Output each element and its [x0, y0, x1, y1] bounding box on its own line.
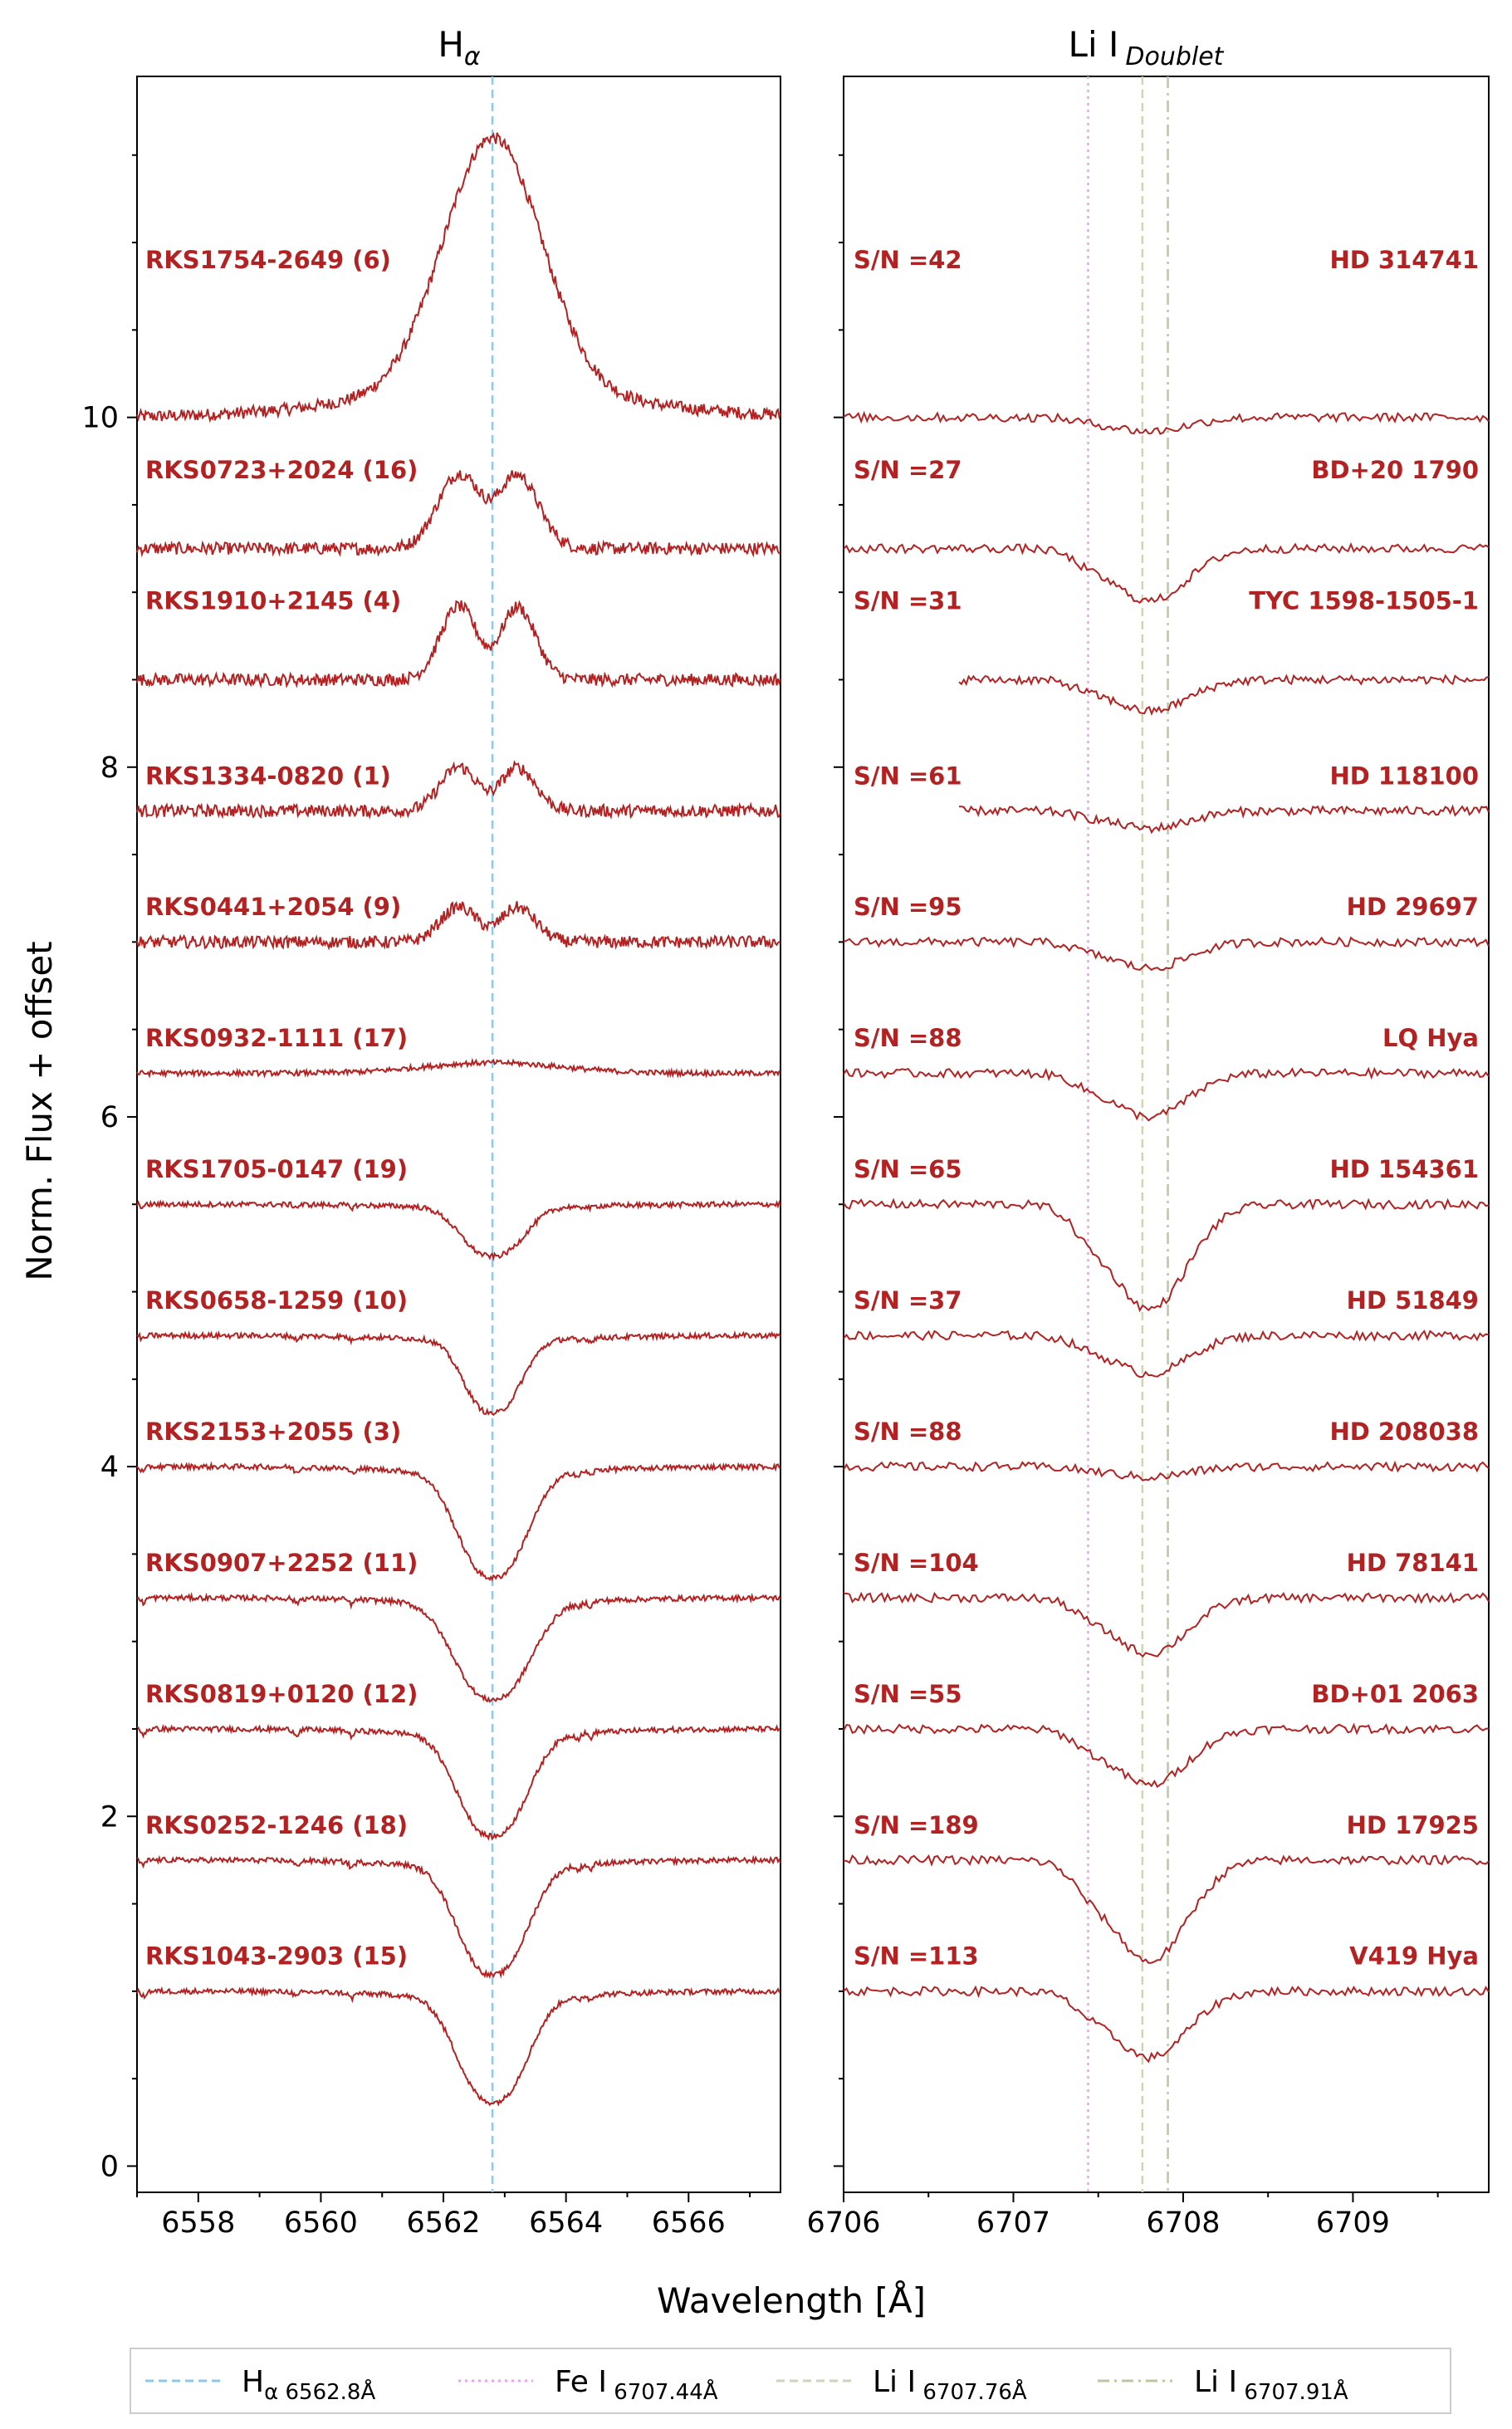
- snr-label: S/N =27: [854, 456, 962, 484]
- x-tick-label: 6560: [284, 2206, 358, 2240]
- spectrum-line: [843, 1591, 1490, 1658]
- spectrum-line: [136, 901, 781, 951]
- spectrum-line: [958, 673, 1490, 717]
- snr-label: S/N =61: [854, 762, 962, 790]
- snr-label: S/N =31: [854, 587, 962, 615]
- star-id-label: RKS0658-1259 (10): [145, 1286, 408, 1315]
- x-tick-label: 6558: [161, 2206, 235, 2240]
- snr-label: S/N =88: [854, 1024, 962, 1052]
- snr-label: S/N =37: [854, 1286, 962, 1315]
- spectrum-line: [843, 936, 1490, 972]
- star-id-label: RKS0819+0120 (12): [145, 1680, 418, 1708]
- legend: Hα 6562.8Å Fe I 6707.44Å Li I 6707.76Å Li I…: [130, 2348, 1451, 2414]
- snr-label: S/N =42: [854, 246, 962, 274]
- spectrum-line: [843, 1854, 1490, 1964]
- spectrum-line: [136, 1591, 781, 1703]
- spectrum-line: [136, 1461, 781, 1582]
- legend-label: Li I 6707.91Å: [1194, 2365, 1348, 2405]
- star-id-label: RKS1334-0820 (1): [145, 762, 391, 790]
- left-panel-title: Hα: [438, 24, 481, 71]
- y-tick-label: 6: [100, 1101, 119, 1134]
- y-tick-label: 4: [100, 1451, 119, 1484]
- spectrum-line: [136, 1199, 781, 1262]
- star-name-label: HD 118100: [1329, 762, 1479, 790]
- star-name-label: V419 Hya: [1349, 1942, 1479, 1971]
- star-id-label: RKS0252-1246 (18): [145, 1811, 408, 1839]
- spectrum-line: [136, 600, 781, 689]
- right-panel-title: Li I Doublet: [1069, 24, 1225, 71]
- legend-label: Li I 6707.76Å: [873, 2365, 1027, 2405]
- star-id-label: RKS0723+2024 (16): [145, 456, 418, 484]
- star-name-label: HD 51849: [1347, 1286, 1479, 1315]
- y-tick-label: 10: [81, 402, 119, 435]
- spectrum-line: [843, 1066, 1490, 1122]
- spectrum-line: [843, 541, 1490, 605]
- x-tick-label: 6564: [529, 2206, 603, 2240]
- spectrum-line: [843, 1722, 1490, 1789]
- star-name-label: BD+01 2063: [1311, 1680, 1479, 1708]
- x-tick-label: 6707: [976, 2206, 1050, 2240]
- spectrum-line: [843, 1197, 1490, 1313]
- star-name-label: BD+20 1790: [1311, 456, 1479, 484]
- x-tick-label: 6706: [806, 2206, 880, 2240]
- star-name-label: HD 78141: [1347, 1549, 1479, 1577]
- snr-label: S/N =189: [854, 1811, 979, 1839]
- star-id-label: RKS0907+2252 (11): [145, 1549, 418, 1577]
- halpha-panel: 6558 6560 6562 6564 6566 0 2 4 6 8 10 RKS1754-2649 …: [81, 76, 781, 2240]
- spectrum-line: [843, 410, 1490, 435]
- spectrum-line: [136, 1330, 781, 1417]
- star-name-label: HD 208038: [1329, 1418, 1479, 1446]
- star-name-label: HD 154361: [1329, 1155, 1479, 1183]
- x-tick-label: 6709: [1316, 2206, 1390, 2240]
- snr-label: S/N =55: [854, 1680, 962, 1708]
- spectrum-line: [136, 470, 781, 558]
- legend-label: Hα 6562.8Å: [242, 2365, 375, 2405]
- star-name-label: HD 314741: [1329, 246, 1479, 274]
- plot-frame: [136, 76, 781, 2193]
- snr-label: S/N =113: [854, 1942, 979, 1971]
- star-name-label: LQ Hya: [1382, 1024, 1479, 1052]
- star-id-label: RKS2153+2055 (3): [145, 1418, 401, 1446]
- snr-label: S/N =95: [854, 893, 962, 921]
- legend-label: Fe I 6707.44Å: [555, 2365, 718, 2405]
- spectrum-line: [136, 1723, 781, 1841]
- spectrum-line: [136, 760, 781, 820]
- star-id-label: RKS0932-1111 (17): [145, 1024, 408, 1052]
- plot-frame: [843, 76, 1490, 2193]
- star-id-label: RKS1043-2903 (15): [145, 1942, 408, 1971]
- snr-label: S/N =88: [854, 1418, 962, 1446]
- spectrum-line: [843, 1330, 1490, 1379]
- snr-label: S/N =104: [854, 1549, 979, 1577]
- y-tick-label: 8: [100, 752, 119, 785]
- star-id-label: RKS0441+2054 (9): [145, 893, 401, 921]
- snr-label: S/N =65: [854, 1155, 962, 1183]
- lithium-panel: 6706 6707 6708 6709 S/N =42 HD 314741 S/N =27 B…: [806, 76, 1490, 2240]
- spectrum-line: [843, 1460, 1490, 1481]
- star-id-label: RKS1754-2649 (6): [145, 246, 391, 274]
- y-axis-title: Norm. Flux + offset: [19, 941, 60, 1281]
- spectrum-line: [136, 1854, 781, 1980]
- star-name-label: HD 17925: [1347, 1811, 1479, 1839]
- star-name-label: TYC 1598-1505-1: [1249, 587, 1479, 615]
- x-axis-title: Wavelength [Å]: [657, 2280, 926, 2321]
- x-tick-label: 6708: [1146, 2206, 1220, 2240]
- spectrum-line: [136, 1057, 781, 1079]
- star-name-label: HD 29697: [1347, 893, 1479, 921]
- spectrum-line: [136, 131, 781, 424]
- spectrum-line: [958, 804, 1490, 835]
- star-id-label: RKS1705-0147 (19): [145, 1155, 408, 1183]
- star-id-label: RKS1910+2145 (4): [145, 587, 401, 615]
- spectrum-line: [136, 1986, 781, 2107]
- y-tick-label: 0: [100, 2150, 119, 2183]
- spectrum-line: [843, 1985, 1490, 2064]
- y-tick-label: 2: [100, 1800, 119, 1834]
- x-tick-label: 6562: [407, 2206, 481, 2240]
- x-tick-label: 6566: [652, 2206, 726, 2240]
